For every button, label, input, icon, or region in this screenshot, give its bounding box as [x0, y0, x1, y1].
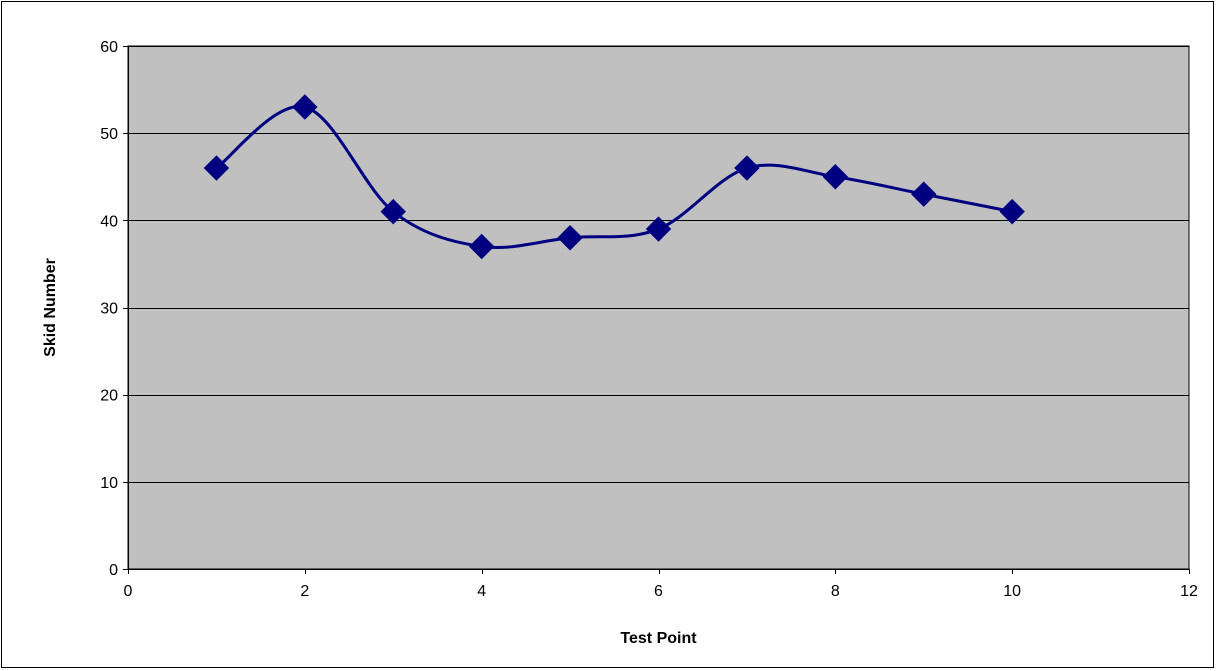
data-point-1 — [203, 155, 230, 181]
y-tick-label-0: 0 — [109, 562, 118, 579]
y-tick-label-30: 30 — [100, 301, 118, 318]
axes — [123, 46, 1190, 574]
data-point-10 — [999, 198, 1025, 225]
plot-area — [127, 45, 1190, 570]
y-tick-label-60: 60 — [100, 39, 118, 56]
data-point-4 — [468, 233, 495, 260]
data-point-5 — [557, 225, 583, 251]
y-tick-label-40: 40 — [100, 213, 118, 230]
data-point-7 — [734, 155, 760, 181]
data-point-6 — [645, 216, 672, 242]
x-tick-label-0: 0 — [124, 583, 133, 600]
y-tick-label-10: 10 — [100, 475, 118, 492]
x-tick-label-6: 6 — [654, 583, 663, 600]
data-point-2 — [292, 94, 318, 120]
y-axis-title: Skid Number — [42, 258, 59, 357]
x-axis-title: Test Point — [620, 630, 697, 647]
series-line — [215, 105, 1013, 250]
x-tick-label-2: 2 — [300, 583, 309, 600]
data-point-8 — [822, 164, 849, 190]
x-tick-label-10: 10 — [1003, 583, 1021, 600]
x-tick-label-8: 8 — [831, 583, 840, 600]
data-markers — [203, 94, 1025, 260]
y-tick-label-20: 20 — [100, 388, 118, 405]
data-point-9 — [911, 181, 937, 207]
x-tick-label-4: 4 — [477, 583, 486, 600]
y-tick-labels: 0 10 20 30 40 50 60 — [100, 39, 118, 579]
data-point-3 — [380, 198, 406, 225]
gridlines — [128, 46, 1189, 483]
x-tick-label-12: 12 — [1180, 583, 1198, 600]
x-tick-labels: 0 2 4 6 8 10 12 — [124, 583, 1198, 600]
y-tick-label-50: 50 — [100, 126, 118, 143]
